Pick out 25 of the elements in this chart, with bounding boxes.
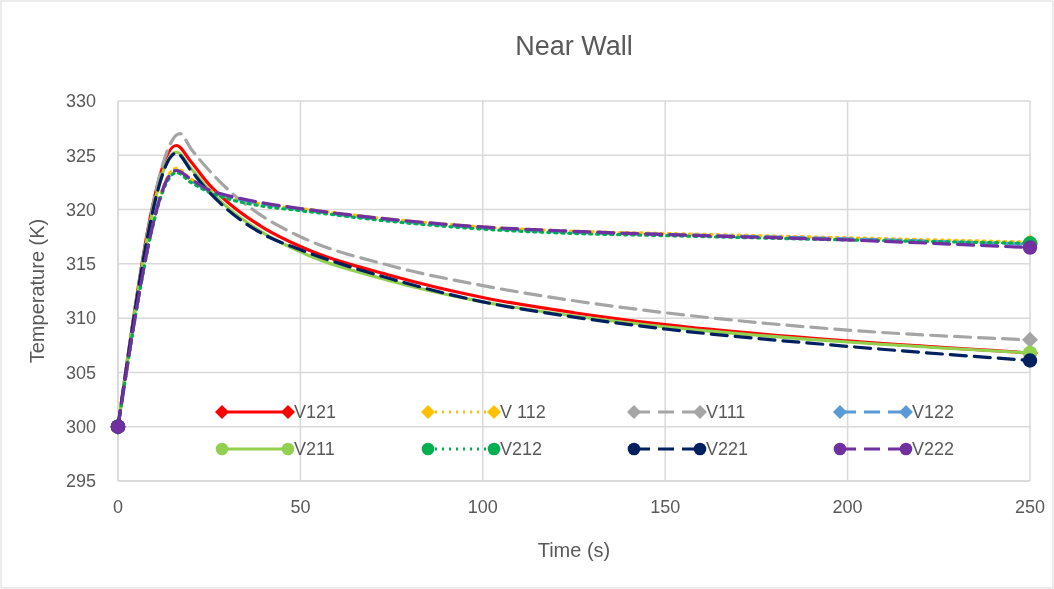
y-tick-label: 330 — [65, 91, 96, 112]
x-axis-title: Time (s) — [537, 539, 611, 561]
legend-label: V222 — [912, 439, 955, 460]
y-tick-label: 305 — [65, 362, 96, 383]
legend-label: V121 — [294, 402, 337, 423]
y-tick-label: 295 — [65, 471, 96, 492]
legend-label: V221 — [706, 439, 749, 460]
y-tick-label: 310 — [65, 308, 96, 329]
x-tick-label: 250 — [1014, 497, 1046, 517]
x-tick-label: 100 — [467, 497, 498, 517]
x-tick-label: 50 — [290, 497, 311, 517]
x-tick-label: 150 — [650, 497, 681, 517]
y-tick-label: 315 — [65, 254, 96, 275]
y-tick-label: 300 — [65, 417, 96, 438]
y-axis-title: Temperature (K) — [26, 218, 48, 364]
legend-label: V212 — [500, 439, 543, 460]
x-tick-label: 0 — [112, 497, 124, 517]
legend-label: V122 — [912, 402, 955, 423]
y-tick-label: 320 — [65, 199, 96, 220]
x-tick-label: 200 — [832, 497, 863, 517]
y-tick-label: 325 — [65, 145, 96, 166]
legend-label: V211 — [294, 439, 335, 460]
chart-title: Near Wall — [515, 31, 633, 61]
legend-label: V 112 — [500, 402, 546, 423]
legend-label: V111 — [706, 402, 746, 423]
